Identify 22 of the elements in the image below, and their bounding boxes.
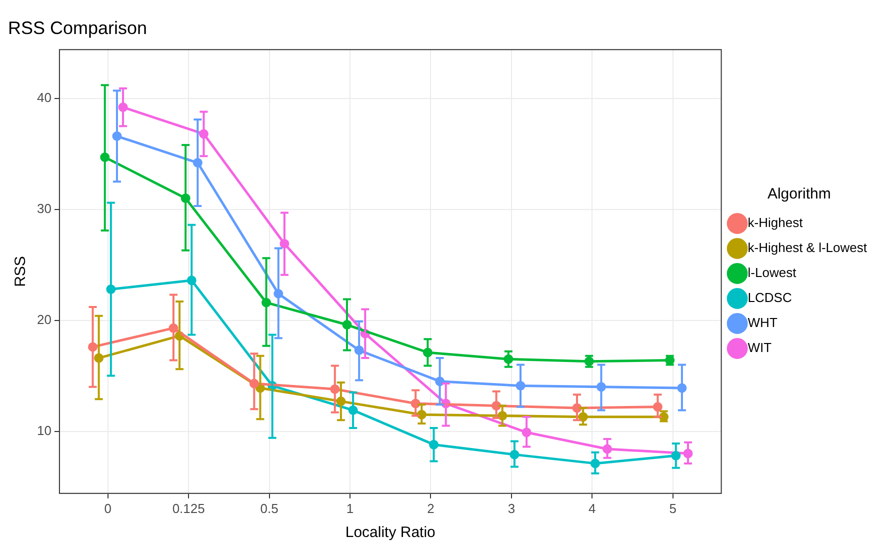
legend-label: k-Highest & l-Lowest	[748, 240, 868, 256]
x-tick-label: 0	[104, 500, 112, 516]
x-axis-title: Locality Ratio	[345, 524, 436, 542]
y-tick-label: 40	[36, 90, 52, 105]
legend-label: WIT	[748, 340, 772, 356]
x-tick-label: 3	[508, 500, 516, 516]
x-tick-label: 5	[669, 500, 676, 516]
x-tick-label: 1	[346, 500, 354, 516]
y-axis-title: RSS	[12, 256, 30, 287]
legend-label: l-Lowest	[748, 265, 797, 280]
y-tick-label: 20	[36, 312, 52, 327]
y-tick-label: 30	[36, 200, 52, 216]
chart-title: RSS Comparison	[8, 18, 148, 38]
x-tick-label: 4	[588, 500, 596, 516]
legend-label: WHT	[748, 315, 778, 330]
x-tick-label: 0.125	[172, 500, 205, 516]
legend-label: LCDSC	[748, 290, 792, 306]
x-tick-label: 2	[427, 500, 434, 516]
legend-label: k-Highest	[748, 215, 804, 230]
x-tick-label: 0.5	[260, 500, 278, 516]
legend-title: Algorithm	[767, 186, 831, 203]
y-tick-label: 10	[36, 422, 52, 438]
